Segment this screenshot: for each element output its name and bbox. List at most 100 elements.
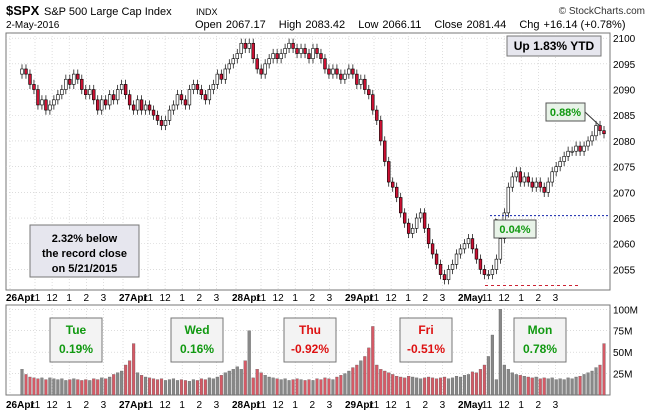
volume-bar [411, 376, 415, 396]
candle-body [20, 68, 24, 75]
candle-body [211, 84, 216, 90]
time-tick-label: 2 [310, 293, 316, 304]
day-box-frame [399, 317, 453, 363]
volume-bar [199, 378, 203, 396]
volume-bar [92, 378, 96, 396]
volume-bar [462, 375, 467, 396]
time-tick-label: 1 [179, 400, 185, 411]
record-line-3: on 5/21/2015 [52, 263, 117, 275]
volume-bar [88, 380, 92, 396]
time-tick-label: 2May [458, 400, 483, 411]
volume-bar [506, 369, 510, 396]
candle-body [111, 94, 116, 101]
time-tick-label: 1 [292, 293, 298, 304]
candle-body [371, 94, 375, 111]
volume-bars [20, 309, 606, 396]
volume-bar [423, 377, 427, 396]
volume-bar [538, 378, 542, 396]
chg-value: +16.14 (+0.78%) [544, 19, 626, 31]
volume-bar [602, 343, 606, 396]
day-box-frame [49, 317, 103, 363]
time-tick-label: 1 [405, 293, 411, 304]
day-change-box: Fri -0.51% [399, 317, 453, 363]
day-change: 0.19% [59, 342, 93, 356]
candle-body [195, 84, 200, 90]
candle-body [339, 73, 343, 80]
close-label: Close [434, 19, 462, 31]
volume-bar [383, 370, 387, 396]
candle-body [203, 94, 208, 101]
candle-body [414, 217, 419, 229]
volume-bar [120, 370, 124, 396]
day-change-box: Tue 0.19% [49, 317, 103, 363]
volume-bar [482, 364, 486, 396]
candle-body [96, 99, 100, 111]
time-tick-label: 26Apr [6, 400, 34, 411]
candle-body [490, 269, 495, 275]
volume-bar [279, 379, 283, 396]
candle-body [171, 104, 176, 111]
candle-body [410, 228, 415, 234]
candle-body [167, 109, 172, 121]
volume-bar [478, 369, 482, 396]
volume-bar [100, 377, 104, 396]
volume-bar [211, 378, 215, 396]
candle-body [36, 89, 40, 106]
low-label: Low [358, 19, 378, 31]
candle-body [486, 274, 491, 276]
high-value: 2083.42 [305, 19, 345, 31]
time-tick-label: 2 [310, 400, 316, 411]
volume-bar [44, 379, 48, 396]
candle-body [60, 89, 64, 95]
candle-body [498, 238, 503, 260]
candle-body [530, 181, 534, 188]
volume-bar [275, 378, 279, 396]
candle-body [68, 78, 72, 85]
time-tick-label: 12 [160, 293, 172, 304]
volume-bar [542, 377, 546, 396]
volume-bar [379, 369, 383, 396]
candle-body [331, 68, 335, 75]
candle-body [446, 269, 451, 281]
candle-body [359, 78, 363, 85]
candle-body [426, 228, 431, 245]
volume-bar [223, 372, 227, 396]
candle-body [558, 161, 562, 167]
candle-body [135, 99, 140, 111]
volume-bar [335, 376, 339, 396]
candle-body [64, 78, 68, 90]
candle-body [534, 181, 538, 188]
time-tick-label: 28Apr [232, 400, 260, 411]
time-tick-label: 11 [482, 293, 493, 304]
volume-bar [331, 379, 335, 396]
volume-bar [343, 373, 347, 396]
close-value: 2081.44 [467, 19, 507, 31]
time-tick-label: 1 [405, 400, 411, 411]
volume-bar [235, 366, 239, 396]
candle-body [299, 48, 303, 54]
callout-088: 0.88% [545, 102, 601, 127]
volume-bar [371, 326, 375, 396]
volume-bar [167, 379, 172, 396]
candle-body [406, 222, 411, 234]
candle-body [88, 89, 92, 95]
time-tick-label: 3 [101, 400, 107, 411]
volume-bar [578, 375, 582, 396]
volume-bar [574, 376, 578, 396]
volume-bar [128, 360, 132, 396]
volume-bar [287, 380, 291, 396]
candle-body [538, 181, 542, 188]
volume-bar [60, 378, 64, 396]
price-tick-label: 2060 [613, 240, 636, 251]
price-tick-label: 2095 [613, 60, 636, 71]
time-tick-label: 12 [499, 400, 511, 411]
time-tick-label: 11 [143, 293, 154, 304]
volume-bar [155, 379, 160, 396]
volume-bar [339, 375, 343, 396]
volume-bar [522, 375, 526, 396]
volume-bar [84, 379, 88, 396]
volume-bar [419, 378, 423, 396]
volume-bar [52, 378, 56, 396]
candle-body [259, 68, 263, 75]
time-tick-label: 12 [160, 400, 172, 411]
